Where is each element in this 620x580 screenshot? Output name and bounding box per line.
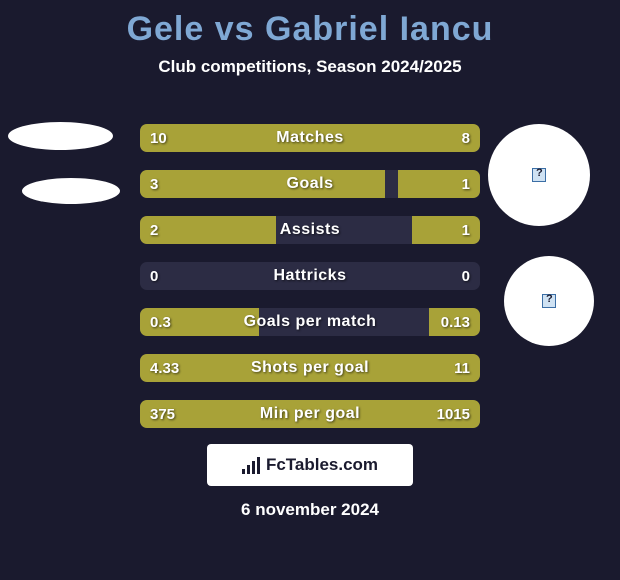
- stat-row: 4.3311Shots per goal: [140, 354, 480, 382]
- stat-row: 00Hattricks: [140, 262, 480, 290]
- stat-label: Assists: [140, 216, 480, 244]
- comparison-subtitle: Club competitions, Season 2024/2025: [0, 57, 620, 77]
- image-placeholder-icon: [542, 294, 556, 308]
- branding-text: FcTables.com: [266, 455, 378, 475]
- stat-row: 3751015Min per goal: [140, 400, 480, 428]
- stat-label: Min per goal: [140, 400, 480, 428]
- comparison-bars: 108Matches 31Goals 21Assists 00Hattricks 0.3…: [140, 124, 480, 446]
- branding-logo: FcTables.com: [207, 444, 413, 486]
- player1-club-avatar: [22, 178, 120, 204]
- player2-avatar: [488, 124, 590, 226]
- stat-row: 21Assists: [140, 216, 480, 244]
- stat-label: Shots per goal: [140, 354, 480, 382]
- player2-club-avatar: [504, 256, 594, 346]
- stat-label: Goals: [140, 170, 480, 198]
- stat-label: Hattricks: [140, 262, 480, 290]
- stat-row: 108Matches: [140, 124, 480, 152]
- player1-avatar: [8, 122, 113, 150]
- logo-bars-icon: [242, 456, 260, 474]
- stat-label: Goals per match: [140, 308, 480, 336]
- stat-label: Matches: [140, 124, 480, 152]
- comparison-title: Gele vs Gabriel Iancu: [0, 0, 620, 49]
- image-placeholder-icon: [532, 168, 546, 182]
- stat-row: 0.30.13Goals per match: [140, 308, 480, 336]
- snapshot-date: 6 november 2024: [0, 500, 620, 520]
- stat-row: 31Goals: [140, 170, 480, 198]
